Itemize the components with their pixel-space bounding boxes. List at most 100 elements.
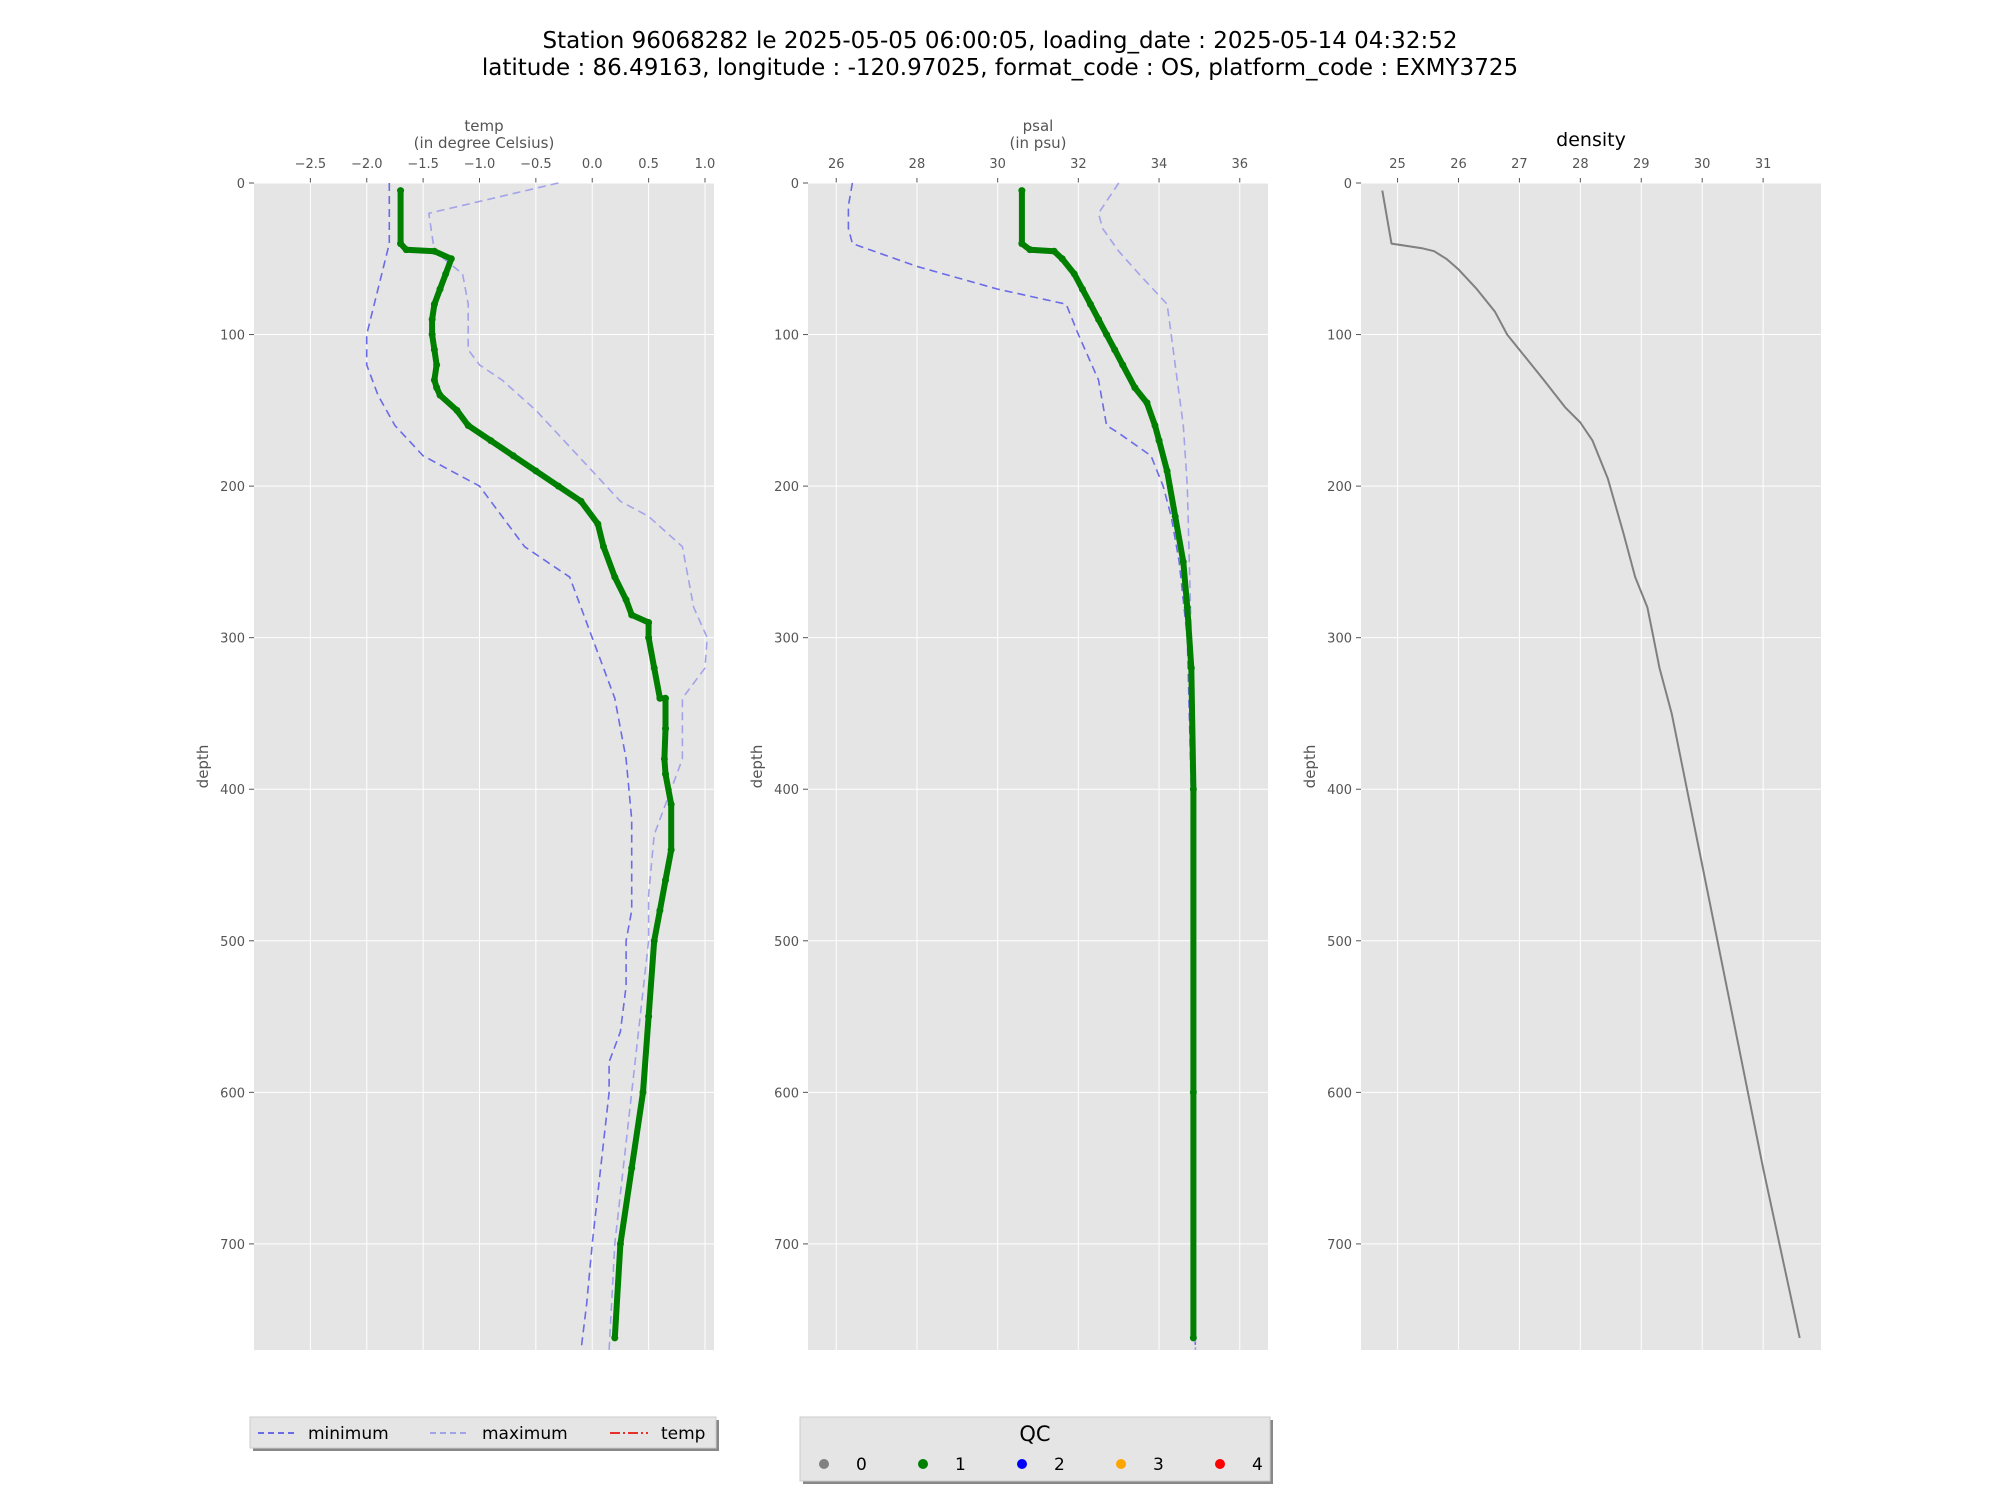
qc1-point bbox=[662, 770, 670, 778]
qc1-point bbox=[430, 376, 438, 384]
legend-temp-label: temp bbox=[661, 1424, 705, 1444]
x-axis-unit-label: (in degree Celsius) bbox=[414, 134, 555, 152]
temp-panel: −2.5 −2.0 −1.5 −1.0 −0.5 0.0 0.5 1.0 0 100 200 300 4… bbox=[194, 117, 715, 1351]
y-tick-label: 500 bbox=[774, 935, 799, 950]
y-tick-label: 200 bbox=[1327, 480, 1352, 495]
legend-qc-box bbox=[799, 1416, 1271, 1482]
figure-title-line2: latitude : 86.49163, longitude : -120.97… bbox=[482, 55, 1518, 81]
qc1-point bbox=[428, 331, 436, 339]
y-tick-label: 500 bbox=[220, 935, 245, 950]
x-tick-label: 26 bbox=[828, 157, 845, 172]
legend-qc: QC 0 1 2 3 4 bbox=[799, 1416, 1273, 1484]
x-tick-label: −0.5 bbox=[520, 157, 552, 172]
x-tick-label: −2.0 bbox=[351, 157, 383, 172]
qc1-point bbox=[1058, 255, 1066, 263]
qc1-point bbox=[1103, 331, 1111, 339]
y-tick-label: 200 bbox=[220, 480, 245, 495]
qc1-point bbox=[397, 240, 405, 248]
plot-area bbox=[254, 183, 714, 1350]
qc1-point bbox=[436, 391, 444, 399]
qc1-point bbox=[487, 437, 495, 445]
legend-qc1-marker bbox=[918, 1459, 928, 1469]
qc1-point bbox=[1151, 421, 1159, 429]
qc1-point bbox=[1018, 240, 1026, 248]
y-tick-label: 400 bbox=[774, 783, 799, 798]
qc1-point bbox=[611, 1334, 619, 1342]
x-tick-label: −2.5 bbox=[295, 157, 327, 172]
x-axis-unit-label: (in psu) bbox=[1010, 134, 1067, 152]
legend-qc3-marker bbox=[1116, 1459, 1126, 1469]
y-tick-label: 300 bbox=[1327, 632, 1352, 647]
y-tick-label: 0 bbox=[1344, 177, 1352, 192]
qc1-point bbox=[1070, 270, 1078, 278]
qc1-point bbox=[667, 800, 675, 808]
qc1-point bbox=[453, 406, 461, 414]
density-panel: 25 26 27 28 29 30 31 0 100 200 300 400 500 600 700 dens… bbox=[1301, 129, 1821, 1350]
qc1-point bbox=[1018, 187, 1026, 195]
legend-minimum-label: minimum bbox=[308, 1424, 389, 1444]
qc1-point bbox=[1187, 664, 1195, 672]
y-tick-label: 100 bbox=[1327, 329, 1352, 344]
series-minimum bbox=[365, 183, 633, 1351]
legend-qc0-label: 0 bbox=[856, 1455, 867, 1475]
plot-area bbox=[1361, 183, 1821, 1350]
x-tick-label: 25 bbox=[1389, 157, 1406, 172]
x-tick-label: 0.0 bbox=[582, 157, 603, 172]
panel-title: density bbox=[1556, 129, 1626, 151]
qc1-point bbox=[600, 543, 608, 551]
x-tick-label: 26 bbox=[1450, 157, 1467, 172]
qc1-point bbox=[1078, 285, 1086, 293]
qc1-point bbox=[402, 246, 410, 254]
qc1-point bbox=[1171, 512, 1179, 520]
qc1-point bbox=[667, 846, 675, 854]
y-tick-label: 400 bbox=[220, 783, 245, 798]
qc1-point bbox=[628, 1164, 636, 1172]
qc1-point bbox=[594, 520, 602, 528]
y-tick-label: 600 bbox=[220, 1086, 245, 1101]
qc1-point bbox=[645, 1013, 653, 1021]
series-density bbox=[1381, 190, 1801, 1339]
qc1-point bbox=[1111, 346, 1119, 354]
qc1-point bbox=[442, 270, 450, 278]
qc1-point bbox=[662, 876, 670, 884]
qc1-point bbox=[662, 694, 670, 702]
legend-qc4-label: 4 bbox=[1252, 1455, 1263, 1475]
x-tick-label: 27 bbox=[1511, 157, 1528, 172]
qc1-point bbox=[1026, 246, 1034, 254]
legend-lines: minimum maximum temp bbox=[249, 1416, 719, 1451]
qc1-point bbox=[1050, 247, 1058, 255]
qc1-point bbox=[1155, 437, 1163, 445]
x-tick-label: −1.5 bbox=[407, 157, 439, 172]
qc1-point bbox=[1086, 300, 1094, 308]
qc1-point bbox=[611, 573, 619, 581]
plot-area bbox=[808, 183, 1268, 1350]
qc1-point bbox=[639, 1088, 647, 1096]
legend-qc2-label: 2 bbox=[1054, 1455, 1065, 1475]
y-tick-label: 300 bbox=[220, 632, 245, 647]
qc1-point bbox=[660, 755, 668, 763]
qc1-point bbox=[433, 384, 441, 392]
qc1-point bbox=[433, 361, 441, 369]
qc1-point bbox=[464, 421, 472, 429]
qc1-point bbox=[430, 346, 438, 354]
qc1-point bbox=[436, 285, 444, 293]
qc1-point bbox=[656, 906, 664, 914]
x-tick-label: 0.5 bbox=[638, 157, 659, 172]
x-tick-label: 29 bbox=[1633, 157, 1650, 172]
y-axis-label: depth bbox=[748, 745, 766, 789]
legend-qc0-marker bbox=[819, 1459, 829, 1469]
qc1-point bbox=[616, 1240, 624, 1248]
x-tick-label: 32 bbox=[1070, 157, 1087, 172]
qc1-point bbox=[577, 497, 585, 505]
qc1-point bbox=[532, 467, 540, 475]
x-tick-label: 34 bbox=[1151, 157, 1168, 172]
x-tick-label: 28 bbox=[1572, 157, 1589, 172]
x-tick-label: 31 bbox=[1755, 157, 1772, 172]
y-tick-label: 100 bbox=[774, 329, 799, 344]
legend-qc1-label: 1 bbox=[955, 1455, 966, 1475]
legend-qc-title: QC bbox=[1019, 1422, 1050, 1446]
qc1-point bbox=[645, 634, 653, 642]
qc1-point bbox=[430, 247, 438, 255]
qc1-point bbox=[1119, 361, 1127, 369]
